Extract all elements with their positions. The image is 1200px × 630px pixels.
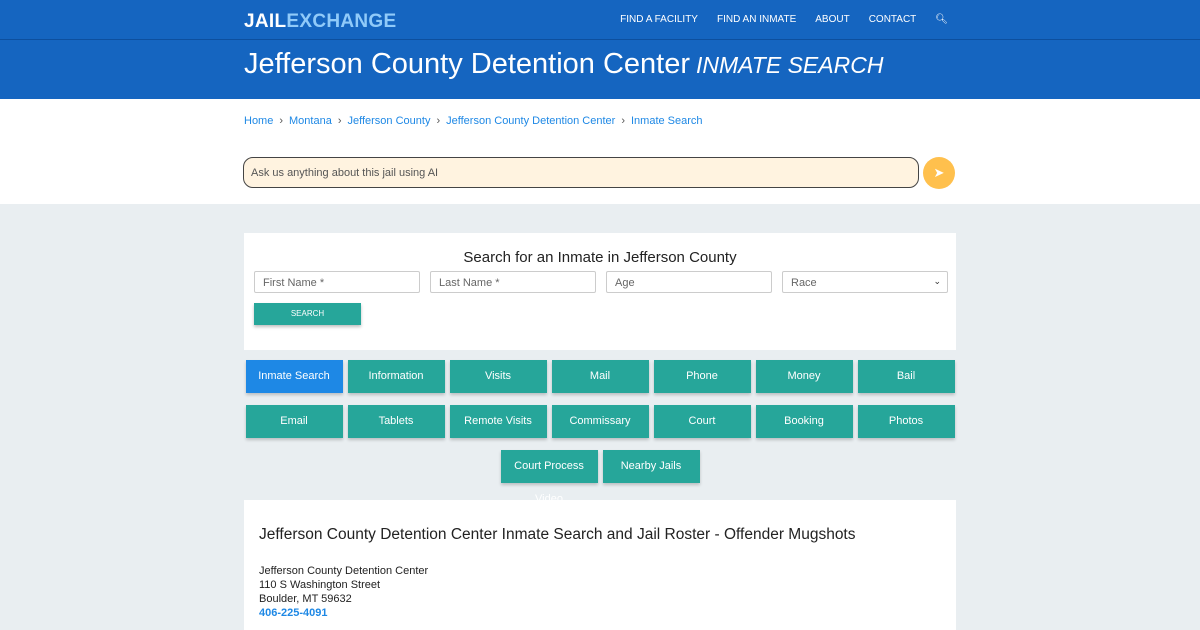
age-input[interactable]: Age	[606, 271, 772, 293]
hero: Jefferson County Detention Center INMATE …	[0, 40, 1200, 99]
breadcrumb-home[interactable]: Home	[244, 115, 274, 127]
nav-find-inmate[interactable]: FIND AN INMATE	[716, 14, 797, 25]
inmate-search-form: Search for an Inmate in Jefferson County…	[244, 233, 956, 350]
race-select[interactable]: Race ⌄	[782, 271, 948, 293]
search-button[interactable]: SEARCH	[254, 303, 361, 325]
facility-city: Boulder, MT 59632	[259, 593, 352, 605]
facility-street: 110 S Washington Street	[259, 579, 381, 591]
btn-money[interactable]: Money	[755, 360, 853, 393]
facility-phone[interactable]: 406-225-4091	[259, 607, 328, 619]
page-title: Jefferson County Detention Center INMATE …	[244, 48, 884, 80]
section-buttons: Inmate Search Information Visits Mail Ph…	[244, 360, 956, 505]
breadcrumb-montana[interactable]: Montana	[289, 115, 332, 127]
btn-commissary[interactable]: Commissary	[551, 405, 649, 438]
info-title: Jefferson County Detention Center Inmate…	[259, 526, 856, 543]
btn-remote-visits[interactable]: Remote Visits	[449, 405, 547, 438]
nav-find-facility[interactable]: FIND A FACILITY	[620, 14, 698, 25]
search-icon[interactable]: 🔍︎	[935, 14, 948, 25]
facility-name: Jefferson County Detention Center	[259, 565, 429, 577]
btn-visits[interactable]: Visits	[449, 360, 547, 393]
btn-information[interactable]: Information	[347, 360, 445, 393]
btn-bail[interactable]: Bail	[857, 360, 955, 393]
btn-phone[interactable]: Phone	[653, 360, 751, 393]
btn-tablets[interactable]: Tablets	[347, 405, 445, 438]
last-name-input[interactable]: Last Name *	[430, 271, 596, 293]
ai-question-input[interactable]: Ask us anything about this jail using AI	[243, 157, 919, 188]
nav-about[interactable]: ABOUT	[815, 14, 850, 25]
btn-booking[interactable]: Booking	[755, 405, 853, 438]
facility-info: Jefferson County Detention Center Inmate…	[244, 500, 956, 630]
breadcrumb-county[interactable]: Jefferson County	[347, 115, 431, 127]
search-title: Search for an Inmate in Jefferson County	[463, 249, 737, 266]
btn-photos[interactable]: Photos	[857, 405, 955, 438]
btn-court-process-video[interactable]: Court Process Video	[500, 450, 598, 505]
chevron-down-icon: ⌄	[933, 276, 941, 286]
btn-mail[interactable]: Mail	[551, 360, 649, 393]
logo[interactable]: JAILEXCHANGE	[244, 11, 397, 32]
btn-nearby-jails[interactable]: Nearby Jails	[602, 450, 700, 483]
btn-email[interactable]: Email	[245, 405, 343, 438]
btn-court[interactable]: Court	[653, 405, 751, 438]
btn-inmate-search[interactable]: Inmate Search	[245, 360, 343, 393]
top-nav-bar: JAILEXCHANGE FIND A FACILITY FIND AN INM…	[0, 0, 1200, 40]
breadcrumb-inmate-search[interactable]: Inmate Search	[631, 115, 703, 127]
breadcrumb: Home › Montana › Jefferson County › Jeffers…	[244, 115, 703, 127]
breadcrumb-facility[interactable]: Jefferson County Detention Center	[446, 115, 616, 127]
first-name-input[interactable]: First Name *	[254, 271, 420, 293]
send-icon[interactable]: ➤	[923, 157, 955, 189]
nav-contact[interactable]: CONTACT	[868, 14, 917, 25]
